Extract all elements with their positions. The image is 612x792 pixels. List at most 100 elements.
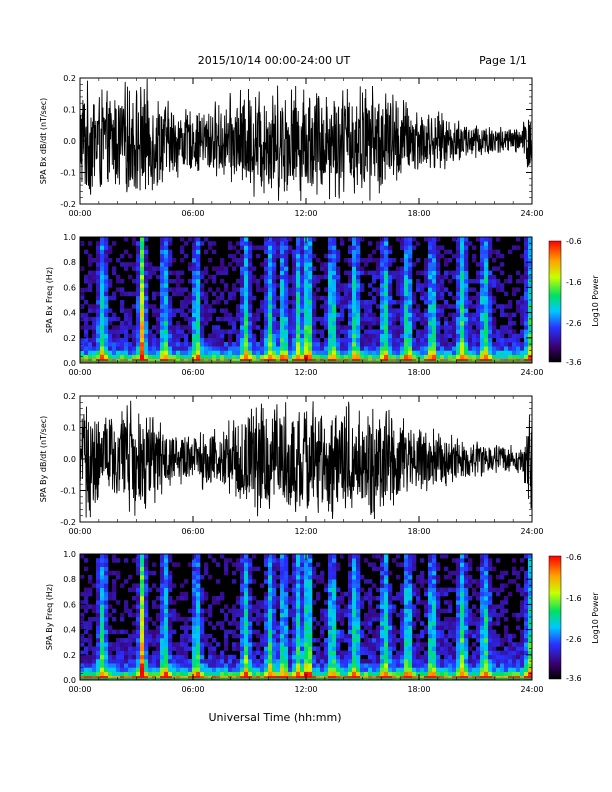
heatmap-cell: [488, 354, 493, 360]
heatmap-cell: [168, 629, 173, 635]
heatmap-cell: [300, 262, 305, 267]
heatmap-cell: [140, 663, 145, 668]
heatmap-cell: [332, 591, 337, 597]
heatmap-cell: [356, 342, 361, 347]
heatmap-cell: [128, 291, 133, 297]
heatmap-cell: [460, 241, 465, 246]
heatmap-cell: [284, 646, 289, 651]
heatmap-cell: [432, 312, 437, 318]
heatmap-cell: [428, 596, 433, 601]
heatmap-cell: [344, 659, 349, 664]
heatmap-cell: [520, 346, 525, 351]
heatmap-cell: [92, 342, 97, 347]
heatmap-cell: [136, 270, 141, 276]
heatmap-cell: [180, 583, 185, 588]
heatmap-cell: [292, 329, 297, 334]
heatmap-cell: [280, 570, 285, 576]
heatmap-cell: [284, 608, 289, 614]
heatmap-cell: [284, 300, 289, 305]
heatmap-cell: [132, 663, 137, 668]
heatmap-cell: [324, 325, 329, 330]
heatmap-cell: [280, 266, 285, 271]
heatmap-cell: [112, 333, 117, 339]
heatmap-cell: [444, 621, 449, 626]
heatmap-cell: [152, 350, 157, 355]
heatmap-cell: [108, 249, 113, 255]
heatmap-cell: [388, 312, 393, 318]
heatmap-cell: [192, 258, 197, 263]
heatmap-cell: [296, 633, 301, 639]
heatmap-cell: [96, 663, 101, 668]
heatmap-cell: [384, 650, 389, 656]
heatmap-cell: [428, 579, 433, 584]
heatmap-cell: [312, 646, 317, 651]
heatmap-cell: [352, 325, 357, 330]
heatmap-cell: [460, 617, 465, 622]
heatmap-cell: [136, 659, 141, 664]
heatmap-cell: [380, 312, 385, 318]
heatmap-cell: [392, 646, 397, 651]
heatmap-cell: [288, 249, 293, 255]
heatmap-cell: [380, 604, 385, 609]
heatmap-cell: [272, 642, 277, 647]
heatmap-cell: [296, 604, 301, 609]
heatmap-cell: [132, 646, 137, 651]
heatmap-cell: [164, 325, 169, 330]
y-axis-label: SPA Bx Freq (Hz): [45, 267, 54, 333]
heatmap-cell: [428, 279, 433, 284]
heatmap-cell: [160, 295, 165, 301]
heatmap-cell: [264, 579, 269, 584]
heatmap-cell: [88, 659, 93, 664]
heatmap-cell: [360, 337, 365, 343]
heatmap-cell: [280, 638, 285, 643]
heatmap-cell: [336, 350, 341, 355]
heatmap-cell: [392, 274, 397, 280]
heatmap-cell: [192, 591, 197, 597]
heatmap-cell: [148, 617, 153, 622]
heatmap-cell: [440, 663, 445, 668]
heatmap-cell: [128, 646, 133, 651]
heatmap-cell: [352, 646, 357, 651]
heatmap-cell: [392, 667, 397, 672]
heatmap-cell: [152, 325, 157, 330]
heatmap-cell: [104, 333, 109, 339]
heatmap-cell: [132, 659, 137, 664]
heatmap-cell: [140, 258, 145, 263]
heatmap-cell: [236, 279, 241, 284]
heatmap-cell: [260, 671, 265, 677]
heatmap-cell: [104, 587, 109, 593]
heatmap-cell: [296, 262, 301, 267]
heatmap-cell: [176, 308, 181, 313]
heatmap-cell: [96, 591, 101, 597]
heatmap-cell: [300, 591, 305, 597]
heatmap-cell: [396, 354, 401, 360]
heatmap-cell: [380, 667, 385, 672]
heatmap-cell: [180, 354, 185, 360]
heatmap-cell: [152, 308, 157, 313]
heatmap-cell: [364, 304, 369, 309]
heatmap-cell: [196, 654, 201, 660]
heatmap-cell: [276, 646, 281, 651]
heatmap-cell: [408, 650, 413, 656]
heatmap-cell: [204, 270, 209, 276]
heatmap-cell: [428, 612, 433, 618]
heatmap-cell: [404, 321, 409, 326]
heatmap-cell: [348, 604, 353, 609]
heatmap-cell: [112, 312, 117, 318]
heatmap-cell: [188, 663, 193, 668]
heatmap-cell: [380, 642, 385, 647]
heatmap-cell: [160, 287, 165, 292]
heatmap-cell: [216, 270, 221, 276]
heatmap-cell: [516, 300, 521, 305]
heatmap-cell: [264, 295, 269, 301]
heatmap-cell: [292, 633, 297, 639]
heatmap-cell: [308, 600, 313, 605]
heatmap-cell: [408, 337, 413, 343]
heatmap-cell: [404, 304, 409, 309]
heatmap-cell: [144, 245, 149, 250]
heatmap-cell: [108, 337, 113, 343]
heatmap-cell: [432, 346, 437, 351]
heatmap-cell: [416, 283, 421, 288]
heatmap-cell: [204, 321, 209, 326]
heatmap-cell: [180, 245, 185, 250]
